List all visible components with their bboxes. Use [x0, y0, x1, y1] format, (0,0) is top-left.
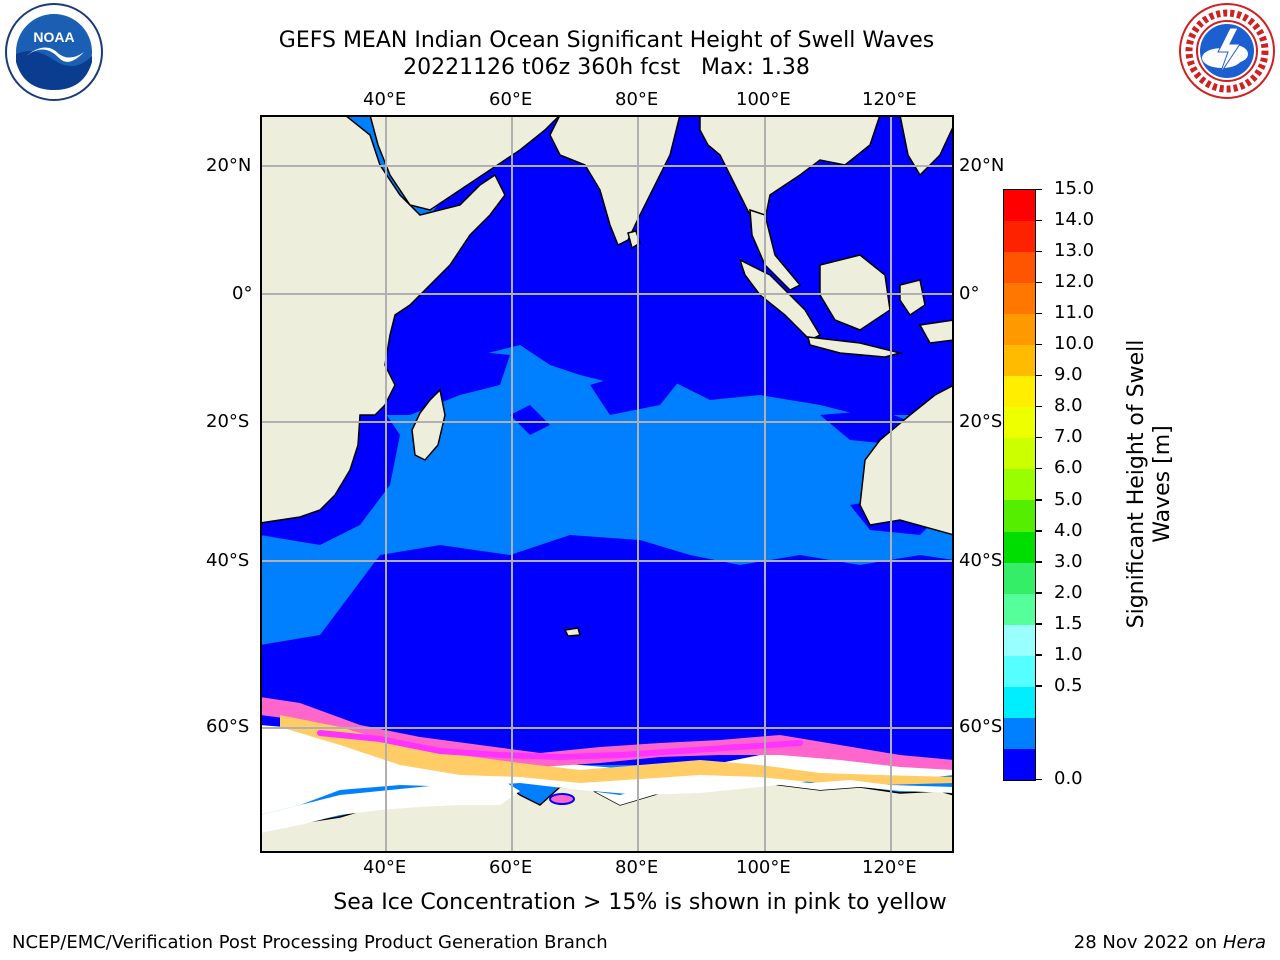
colorbar-tick-label: 8.0	[1054, 395, 1083, 417]
colorbar-swatch	[1004, 190, 1035, 222]
lat-label-right-20n: 20°N	[959, 155, 1005, 176]
nws-logo	[1178, 2, 1276, 100]
lon-label-bottom-120e: 120°E	[862, 857, 917, 878]
lat-label-left-0: 0°	[232, 283, 253, 304]
colorbar-swatch	[1004, 221, 1035, 253]
colorbar-tick-label: 7.0	[1054, 426, 1083, 448]
colorbar-tick-label: 2.0	[1054, 581, 1083, 603]
colorbar-tick-mark	[1035, 530, 1042, 532]
lat-label-left-60s: 60°S	[206, 716, 250, 737]
colorbar-swatch	[1004, 469, 1035, 501]
colorbar-swatch	[1004, 531, 1035, 563]
colorbar-swatch	[1004, 655, 1035, 687]
lon-label-bottom-80e: 80°E	[615, 857, 659, 878]
colorbar-tick-mark	[1035, 312, 1042, 315]
lat-label-right-0: 0°	[959, 283, 980, 304]
colorbar-title: Significant Height of Swell Waves [m]	[1124, 339, 1175, 629]
lon-label-top-100e: 100°E	[736, 89, 791, 110]
colorbar-swatch	[1004, 376, 1035, 408]
colorbar-tick-mark	[1035, 188, 1042, 190]
colorbar-swatches	[1004, 190, 1035, 780]
lon-label-bottom-100e: 100°E	[736, 857, 791, 878]
lat-label-left-40s: 40°S	[206, 550, 250, 571]
footer-host: Hera	[1222, 932, 1266, 953]
sea-ice-caption: Sea Ice Concentration > 15% is shown in …	[333, 890, 947, 915]
colorbar-tick-label: 13.0	[1054, 240, 1095, 262]
noaa-logo-text: NOAA	[33, 29, 74, 45]
colorbar-tick-mark	[1035, 405, 1042, 408]
colorbar-tick-mark	[1035, 623, 1042, 625]
colorbar-tick-mark	[1035, 281, 1042, 284]
colorbar-tick-mark	[1035, 685, 1042, 687]
colorbar-tick-mark	[1035, 436, 1042, 439]
lon-label-top-120e: 120°E	[862, 89, 917, 110]
colorbar-swatch	[1004, 438, 1035, 470]
lat-label-right-20s: 20°S	[959, 411, 1003, 432]
footer-date-text: 28 Nov 2022 on	[1073, 932, 1218, 953]
map-panel	[260, 115, 954, 853]
colorbar-swatch	[1004, 252, 1035, 284]
colorbar-swatch	[1004, 345, 1035, 377]
lon-label-bottom-60e: 60°E	[489, 857, 533, 878]
colorbar-tick-label: 6.0	[1054, 457, 1083, 479]
graticule	[260, 115, 954, 853]
colorbar-tick-mark	[1035, 654, 1042, 656]
colorbar-tick-label: 11.0	[1054, 302, 1095, 324]
lon-label-bottom-40e: 40°E	[363, 857, 407, 878]
colorbar-tick-mark	[1035, 343, 1042, 346]
land-masses	[260, 115, 954, 853]
colorbar-tick-mark	[1035, 219, 1042, 222]
colorbar-swatch	[1004, 748, 1035, 780]
colorbar-tick-label: 10.0	[1054, 333, 1095, 355]
colorbar-tick-label: 1.5	[1054, 612, 1083, 634]
colorbar-swatch	[1004, 624, 1035, 656]
sea-ice-band	[260, 697, 954, 853]
lat-label-right-60s: 60°S	[959, 716, 1003, 737]
colorbar-tick-mark	[1035, 250, 1042, 253]
colorbar-tick-mark	[1035, 467, 1042, 470]
footer-date: 28 Nov 2022 on Hera	[1074, 932, 1266, 953]
lon-label-top-60e: 60°E	[489, 89, 533, 110]
colorbar-tick-label: 15.0	[1054, 178, 1095, 199]
lat-label-left-20n: 20°N	[206, 155, 252, 176]
colorbar-tick-label: 9.0	[1054, 364, 1083, 386]
lon-label-top-80e: 80°E	[615, 89, 659, 110]
map-subtitle: 20221126 t06z 360h fcst Max: 1.38	[403, 55, 810, 80]
colorbar-tick-label: 12.0	[1054, 271, 1095, 293]
colorbar-tick-label: 14.0	[1054, 209, 1095, 231]
colorbar-tick-mark	[1035, 499, 1042, 501]
colorbar-tick-mark	[1035, 778, 1042, 780]
noaa-logo: NOAA	[4, 2, 104, 102]
colorbar-tick-label: 3.0	[1054, 550, 1083, 572]
colorbar-tick-label: 1.0	[1054, 643, 1083, 665]
colorbar-tick-mark	[1035, 374, 1042, 377]
colorbar-tick-mark	[1035, 592, 1042, 594]
colorbar-swatch	[1004, 717, 1035, 749]
lat-label-left-20s: 20°S	[206, 411, 250, 432]
lat-label-right-40s: 40°S	[959, 550, 1003, 571]
colorbar-tick-label: 4.0	[1054, 519, 1083, 541]
colorbar-tick-label: 5.0	[1054, 488, 1083, 510]
colorbar-swatch	[1004, 283, 1035, 315]
colorbar-tick-label: 0.0	[1054, 768, 1083, 789]
colorbar-swatch	[1004, 500, 1035, 532]
colorbar-swatch	[1004, 593, 1035, 625]
map-title: GEFS MEAN Indian Ocean Significant Heigh…	[278, 28, 935, 53]
colorbar-tick-label: 0.5	[1054, 674, 1083, 696]
colorbar-tick-mark	[1035, 561, 1042, 563]
lon-label-top-40e: 40°E	[363, 89, 407, 110]
colorbar-swatch	[1004, 562, 1035, 594]
colorbar-swatch	[1004, 686, 1035, 718]
footer-credit: NCEP/EMC/Verification Post Processing Pr…	[12, 932, 608, 953]
colorbar-swatch	[1004, 314, 1035, 346]
colorbar-swatch	[1004, 407, 1035, 439]
colorbar	[1003, 189, 1036, 781]
